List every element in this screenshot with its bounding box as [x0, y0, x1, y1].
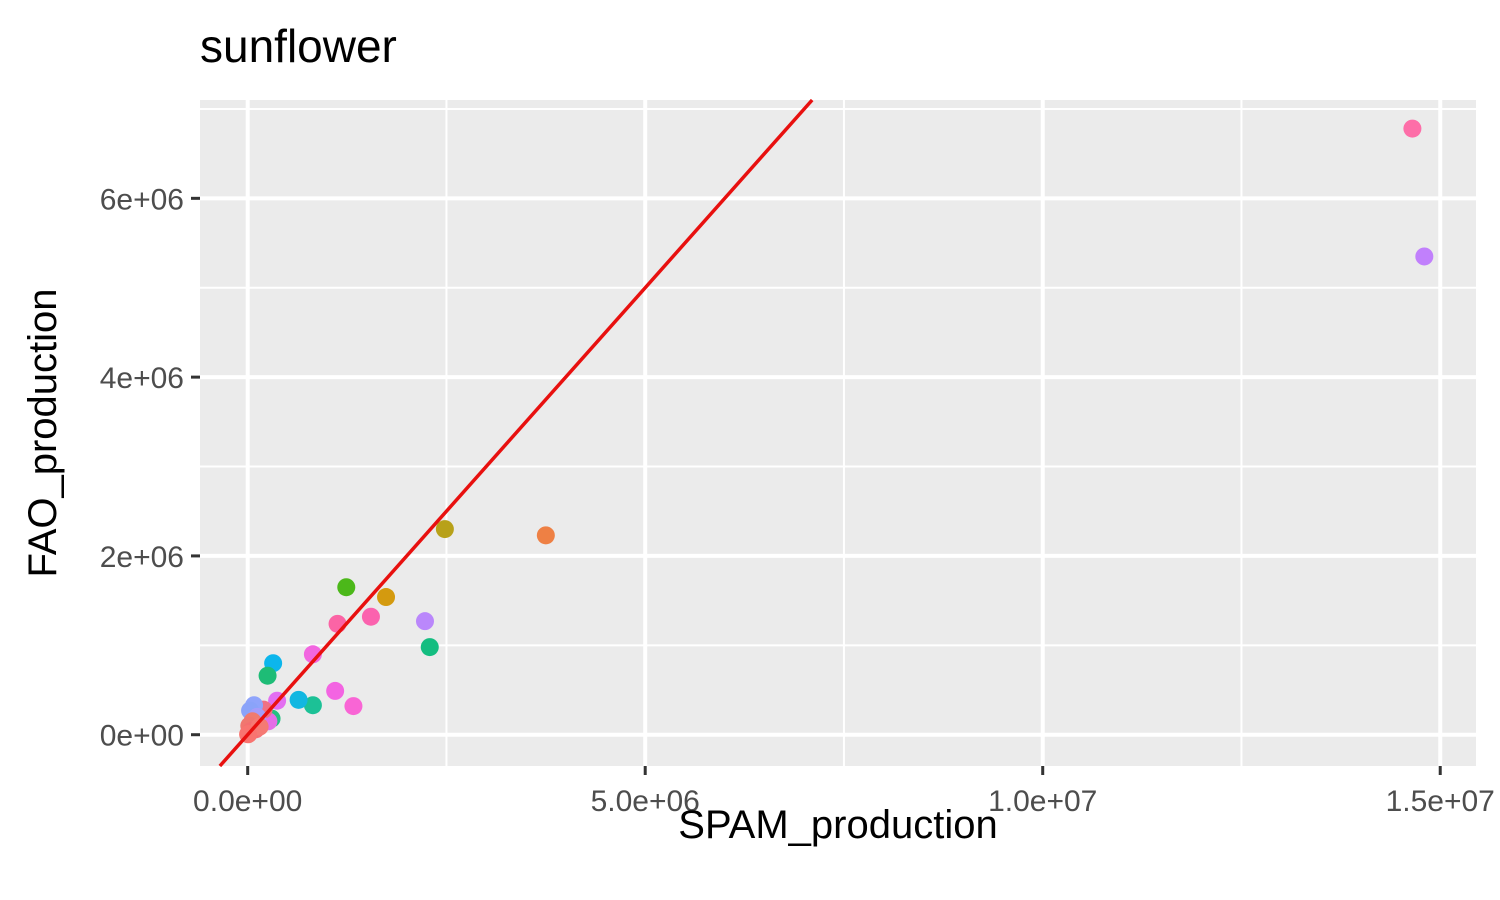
y-axis-title: FAO_production [21, 288, 65, 577]
data-point [1403, 119, 1422, 138]
data-point [377, 588, 396, 607]
data-point [435, 520, 454, 539]
y-tick-label: 2e+06 [100, 541, 184, 574]
major-gridlines [200, 100, 1476, 766]
x-tick-label: 1.5e+07 [1386, 785, 1495, 818]
x-tick-label: 5.0e+06 [591, 785, 700, 818]
data-point [536, 526, 555, 545]
data-point [328, 614, 347, 633]
y-tick-label: 4e+06 [100, 362, 184, 395]
data-point [326, 681, 345, 700]
y-tick-label: 0e+00 [100, 720, 184, 753]
y-tick-label: 6e+06 [100, 183, 184, 216]
data-point [361, 607, 380, 626]
plot-panel [200, 100, 1476, 766]
data-point [337, 578, 356, 597]
data-point [303, 696, 322, 715]
reference-line-group [218, 98, 814, 768]
x-tick-label: 0.0e+00 [193, 785, 302, 818]
data-point [258, 666, 277, 685]
chart-title: sunflower [200, 20, 397, 72]
reference-line [218, 98, 814, 768]
x-axis: 0.0e+00 5.0e+06 1.0e+07 1.5e+07 [193, 766, 1495, 818]
data-point [344, 697, 363, 716]
data-points [239, 119, 1434, 744]
data-point [415, 612, 434, 631]
data-point [420, 638, 439, 657]
x-tick-label: 1.0e+07 [988, 785, 1097, 818]
data-point [1415, 247, 1434, 266]
y-axis: 0e+00 2e+06 4e+06 6e+06 [100, 183, 200, 753]
data-point [289, 690, 308, 709]
minor-gridlines [200, 100, 1476, 766]
x-axis-title: SPAM_production [678, 803, 997, 847]
